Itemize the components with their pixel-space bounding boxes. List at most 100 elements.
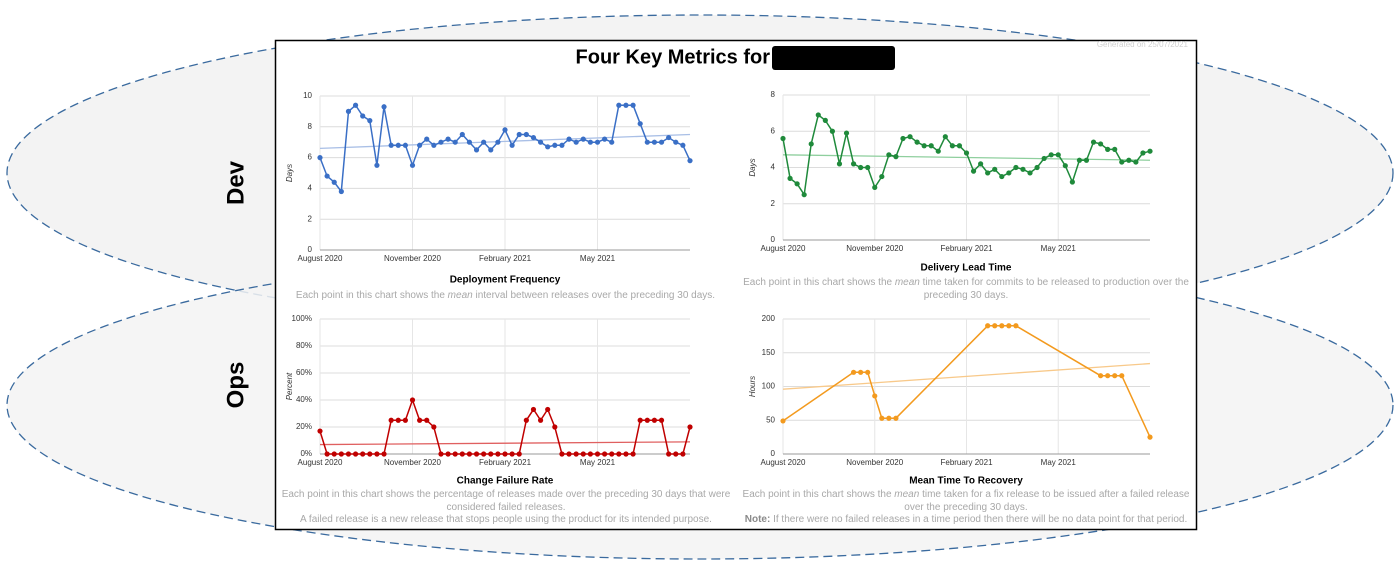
data-point [985,170,991,176]
data-point [523,131,529,138]
data-point [921,143,927,149]
data-point [801,192,807,198]
x-tick-label: November 2020 [846,458,903,467]
data-point [438,451,444,457]
section-label: Ops [222,362,249,409]
x-tick-label: November 2020 [384,458,441,467]
data-point [872,393,878,399]
data-point [680,451,686,457]
data-point [836,161,843,167]
y-axis-label: Days [285,164,294,182]
description-text: time taken for commits to be released to… [919,277,1189,301]
y-axis-label: Percent [285,372,294,400]
data-point [900,135,906,142]
data-point [367,451,373,457]
data-point [431,424,437,430]
x-tick-label: May 2021 [580,458,616,467]
description-paragraph: Each point in this chart shows the mean … [278,290,733,303]
x-tick-label: May 2021 [1041,458,1077,467]
data-point [495,451,501,457]
data-point [687,158,693,164]
data-point [374,451,380,457]
data-point [1062,163,1068,169]
data-point [573,139,579,145]
data-point [530,406,537,413]
data-point [587,451,593,457]
data-point [417,417,423,423]
data-point [893,415,899,421]
data-point [637,417,643,423]
data-point [1055,152,1061,158]
x-tick-label: August 2020 [761,244,806,253]
data-point [850,369,857,375]
chart-title: Delivery Lead Time [921,263,1012,274]
y-tick-label: 100% [292,314,312,323]
y-tick-label: 100 [762,382,776,391]
data-point [1119,159,1125,165]
data-point [552,424,558,430]
data-point [623,102,629,108]
data-point [644,139,650,145]
data-point [1013,164,1019,171]
data-point [1133,159,1139,165]
data-point [1097,373,1104,379]
x-tick-label: May 2021 [580,254,616,263]
x-tick-label: February 2021 [940,244,993,253]
y-tick-label: 0 [308,245,313,254]
y-tick-label: 0 [771,449,776,458]
data-point [516,131,522,138]
data-point [637,121,643,127]
data-point [673,139,679,145]
description-text: Each point in this chart shows the [742,489,895,500]
description-paragraph: Each point in this chart shows the mean … [735,489,1197,514]
y-tick-label: 4 [308,184,313,193]
data-point [992,323,998,329]
data-point [360,451,366,457]
y-tick-label: 150 [762,348,776,357]
chart-description: Each point in this chart shows the perce… [276,489,736,527]
data-point [666,451,672,457]
description-text: Each point in this chart shows the [743,277,895,288]
chart-description: Each point in this chart shows the mean … [735,277,1197,302]
data-point [1041,155,1047,162]
data-point [609,139,615,145]
y-tick-label: 6 [771,126,776,135]
x-tick-label: November 2020 [846,244,903,253]
chart-description: Each point in this chart shows the mean … [278,290,733,303]
data-point [331,451,337,457]
data-point [858,369,864,375]
data-point [352,451,359,457]
data-point [658,417,665,423]
data-point [907,134,913,140]
y-tick-label: 60% [296,368,312,377]
data-point [481,451,487,457]
data-point [658,139,665,145]
data-point [1112,373,1118,379]
data-point [644,417,650,423]
data-point [1048,152,1054,158]
data-point [886,415,892,421]
y-tick-label: 4 [771,163,776,172]
description-paragraph: Each point in this chart shows the mean … [735,277,1197,302]
description-text: A failed release is a new release that s… [300,514,712,525]
data-point [409,162,416,168]
data-point [431,142,437,148]
data-point [850,161,857,167]
data-point [1126,157,1132,163]
data-point [680,142,686,148]
data-point [466,451,473,457]
y-tick-label: 8 [771,90,776,99]
data-point [687,424,693,430]
data-point [495,139,501,145]
data-point [623,451,629,457]
data-point [616,451,622,457]
data-point [566,136,572,142]
data-point [949,143,955,149]
data-point [459,131,465,138]
x-tick-label: August 2020 [761,458,806,467]
x-tick-label: May 2021 [1041,244,1077,253]
data-point [424,417,430,423]
data-point [509,142,515,148]
data-point [956,143,963,149]
